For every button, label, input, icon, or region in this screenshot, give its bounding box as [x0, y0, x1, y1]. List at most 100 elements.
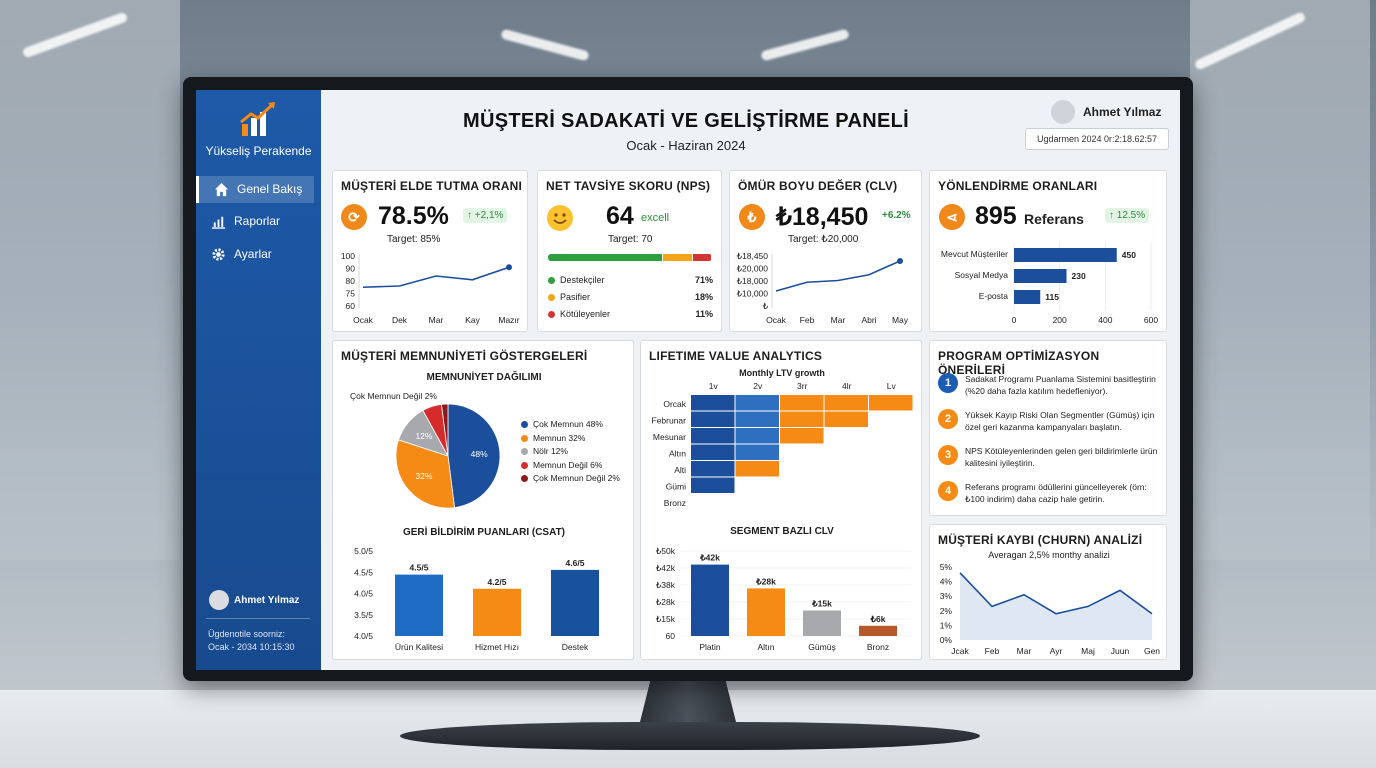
- y-tick-label: ₺38k: [656, 580, 676, 590]
- heatmap-col-label: Lv: [887, 381, 897, 391]
- bar-value-label: 4.2/5: [488, 577, 507, 587]
- pie-slice: [441, 403, 449, 457]
- page-subtitle: Ocak - Haziran 2024: [626, 138, 746, 153]
- clv-last-point: [897, 258, 903, 264]
- avatar[interactable]: [1051, 100, 1075, 124]
- card-title: LIFETIME VALUE ANALYTICS: [649, 349, 823, 363]
- x-tick-label: Hizmet Hızı: [475, 642, 519, 652]
- y-tick-label: 90: [346, 264, 356, 274]
- clv-value: ₺18,450: [776, 203, 869, 231]
- card-title: NET TAVSİYE SKORU (NPS): [546, 179, 711, 193]
- clv-target: Target: ₺20,000: [788, 234, 859, 245]
- nps-qualifier: excell: [641, 212, 670, 224]
- nav-ayarlar[interactable]: Ayarlar: [196, 241, 314, 268]
- csat-bar: [551, 569, 599, 636]
- bar-value-label: 4.6/5: [566, 558, 585, 568]
- card-title: MÜŞTERİ KAYBI (CHURN) ANALİZİ: [938, 533, 1143, 547]
- nav-raporlar[interactable]: Raporlar: [196, 208, 314, 235]
- csat-bar-chart: 5.0/5 4.5/5 4.0/5 3.5/5 4.0/5 4.5/5 Ürün Kali…: [354, 546, 599, 652]
- heatmap-cell: [824, 395, 868, 411]
- bar-value-label: ₺6k: [870, 614, 886, 624]
- x-tick-label: Kay: [465, 315, 480, 325]
- x-tick-label: 600: [1144, 315, 1158, 325]
- segment-bar-chart: ₺50k ₺42k ₺38k ₺28k ₺15k 60 ₺42k Platin ₺28k Alt…: [656, 546, 911, 652]
- legend-label: Kötüleyenler: [560, 309, 611, 319]
- home-icon: [214, 182, 229, 197]
- step-number-badge: 1: [938, 373, 958, 393]
- legend-detractors: Kötüleyenler 11%: [548, 309, 713, 319]
- recommendation-text: NPS Kötüleyenlerinden gelen geri bildiri…: [965, 446, 1158, 468]
- retention-value: 78.5%: [378, 202, 449, 230]
- y-tick-label: 5%: [940, 562, 953, 572]
- pie-legend-item: Çok Memnun 48%: [521, 419, 620, 433]
- x-tick-label: Ürün Kalitesi: [395, 642, 443, 652]
- pie-slice-label: 48%: [471, 449, 488, 459]
- clv-series-line: [775, 260, 901, 292]
- nav-genel-bakis[interactable]: Genel Bakış: [196, 176, 314, 203]
- y-tick-label: 100: [341, 251, 355, 261]
- x-tick-label: Abri: [861, 315, 876, 325]
- x-tick-label: Gen: [1144, 646, 1160, 656]
- recommendation-text: Sadakat Programı Puanlama Sistemini basi…: [965, 374, 1156, 396]
- clv-card: ÖMÜR BOYU DEĞER (CLV) ₺ ₺18,450 +6.2% Ta…: [729, 170, 922, 332]
- heatmap-cell: [735, 395, 779, 411]
- step-number-badge: 4: [938, 481, 958, 501]
- x-tick-label: 0: [1012, 315, 1017, 325]
- segment-clv-title: SEGMENT BAZLI CLV: [730, 526, 834, 537]
- pie-legend: Çok Memnun 48% Memnun 32% Nölr 12% Memnun D…: [521, 419, 620, 487]
- heatmap-cell: [735, 461, 779, 477]
- segment-bar: [859, 625, 897, 636]
- y-tick-label: ₺20,000: [737, 264, 769, 274]
- legend-value: 18%: [694, 292, 713, 302]
- x-tick-label: Ocak: [353, 315, 374, 325]
- heatmap-cell: [691, 444, 735, 460]
- avatar[interactable]: [209, 590, 229, 610]
- segment-bar: [747, 588, 785, 636]
- pie-slice-label: 12%: [415, 431, 432, 441]
- referral-unit: Referans: [1024, 211, 1084, 227]
- heatmap-cell: [691, 428, 735, 444]
- heatmap-col-label: 4lr: [842, 381, 852, 391]
- header-user-name[interactable]: Ahmet Yılmaz: [1083, 105, 1162, 119]
- legend-label: Memnun 32%: [533, 432, 586, 443]
- legend-label: Pasifier: [560, 292, 591, 302]
- heatmap-row-label: Alti: [674, 465, 686, 475]
- clv-line-chart: ₺18,450 ₺20,000 ₺18,000 ₺10,000 ₺ Ocak Feb Mar…: [737, 251, 909, 325]
- growth-logo-icon: [240, 102, 275, 136]
- x-tick-label: Ayr: [1050, 646, 1063, 656]
- pie-callout: Çok Memnun Değil 2%: [350, 391, 437, 401]
- y-tick-label: ₺15k: [656, 614, 676, 624]
- retention-delta: ↑ +2,1%: [463, 208, 508, 223]
- y-tick-label: 2%: [940, 606, 953, 616]
- heatmap-row-label: Orcak: [663, 399, 686, 409]
- retention-target: Target: 85%: [387, 234, 441, 245]
- legend-label: Memnun Değil 6%: [533, 459, 603, 470]
- retention-line-chart: 100 90 80 75 60 Ocak Dek Mar Kay Mazır: [341, 251, 520, 325]
- nps-bar-segment: [663, 254, 693, 261]
- background-window: [0, 0, 180, 560]
- nps-card: NET TAVSİYE SKORU (NPS) 64 excell Target…: [537, 170, 722, 332]
- y-tick-label: ₺10,000: [737, 289, 769, 299]
- bar-value-label: 230: [1072, 271, 1086, 281]
- pie-slice-label: 32%: [415, 471, 432, 481]
- nps-bar-segment: [693, 254, 711, 261]
- x-tick-label: May: [892, 315, 909, 325]
- x-tick-label: Altın: [757, 642, 774, 652]
- bar-value-label: 4.5/5: [410, 563, 429, 573]
- heatmap-col-label: 1v: [709, 381, 719, 391]
- sidebar-user-name: Ahmet Yılmaz: [234, 595, 300, 606]
- y-tick-label: 4.0/5: [354, 589, 373, 599]
- heatmap-row-label: Altın: [669, 449, 686, 459]
- retention-series-line: [362, 266, 510, 289]
- update-label: Ügdenotile soorniz:: [208, 629, 286, 639]
- heatmap-title: Monthly LTV growth: [739, 368, 825, 378]
- segment-bar: [691, 564, 729, 636]
- legend-label: Çok Memnun 48%: [533, 419, 603, 429]
- card-title: MÜŞTERİ ELDE TUTMA ORANI: [341, 179, 523, 193]
- x-tick-label: Destek: [562, 642, 589, 652]
- churn-subtitle: Averagan 2,5% monthy analizi: [988, 550, 1110, 560]
- heatmap-cell: [824, 411, 868, 427]
- segment-bar: [803, 610, 841, 636]
- x-tick-label: Gümüş: [808, 642, 835, 652]
- x-tick-label: Mar: [1017, 646, 1032, 656]
